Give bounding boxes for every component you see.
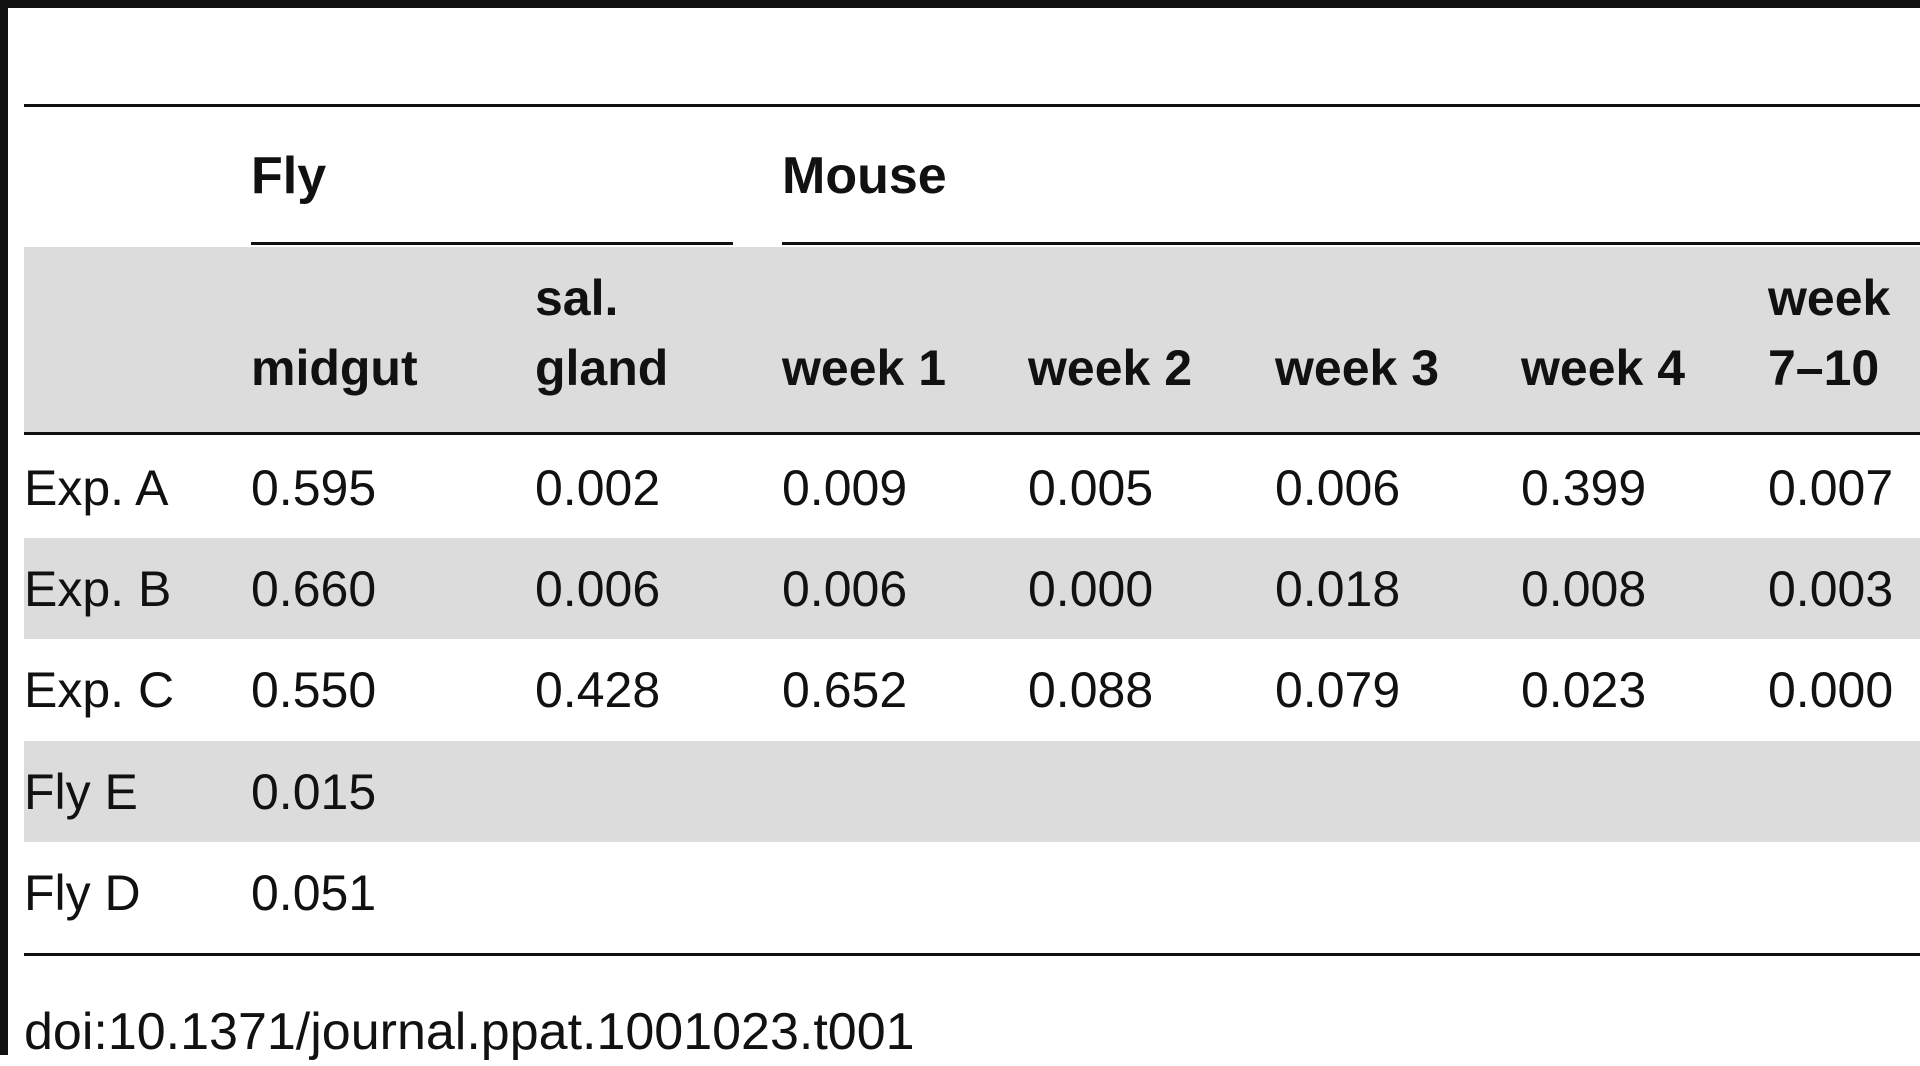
row-label-fly-e: Fly E [24, 764, 138, 820]
cell-fly-d-midgut: 0.051 [251, 865, 377, 921]
row-label-fly-d: Fly D [24, 865, 141, 921]
cell-exp-c-sal-gland: 0.428 [535, 662, 661, 718]
cell-exp-c-week-7-10: 0.000 [1768, 662, 1894, 718]
cell-fly-e-midgut: 0.015 [251, 764, 377, 820]
table-bottom-rule [24, 953, 1920, 956]
group-underline-fly [251, 242, 733, 245]
cell-exp-c-week-3: 0.079 [1275, 662, 1401, 718]
table-top-rule [24, 104, 1920, 107]
cell-exp-b-week-3: 0.018 [1275, 561, 1401, 617]
row-label-exp-b: Exp. B [24, 561, 172, 617]
header-sal-gland-line1: sal. [535, 270, 619, 326]
cell-exp-a-midgut: 0.595 [251, 460, 377, 516]
group-label-mouse: Mouse [782, 147, 947, 205]
cell-exp-a-week-2: 0.005 [1028, 460, 1154, 516]
cell-exp-b-midgut: 0.660 [251, 561, 377, 617]
header-week-1: week 1 [782, 340, 947, 396]
cell-exp-b-sal-gland: 0.006 [535, 561, 661, 617]
cell-exp-b-week-4: 0.008 [1521, 561, 1647, 617]
cell-exp-a-sal-gland: 0.002 [535, 460, 661, 516]
cell-exp-c-midgut: 0.550 [251, 662, 377, 718]
row-label-exp-c: Exp. C [24, 662, 175, 718]
cell-exp-c-week-4: 0.023 [1521, 662, 1647, 718]
left-border [0, 0, 8, 1055]
header-sal-gland-line2: gland [535, 340, 669, 396]
cell-exp-a-week-7-10: 0.007 [1768, 460, 1894, 516]
cell-exp-a-week-3: 0.006 [1275, 460, 1401, 516]
cell-exp-c-week-2: 0.088 [1028, 662, 1154, 718]
header-midgut: midgut [251, 340, 418, 396]
header-week-4: week 4 [1521, 340, 1686, 396]
cell-exp-c-week-1: 0.652 [782, 662, 908, 718]
top-border [0, 0, 1920, 8]
cell-exp-b-week-7-10: 0.003 [1768, 561, 1894, 617]
row-label-exp-a: Exp. A [24, 460, 169, 516]
row-band-exp-b [24, 538, 1920, 639]
header-bottom-rule [24, 432, 1920, 435]
group-label-fly: Fly [251, 147, 327, 205]
header-week-3: week 3 [1275, 340, 1440, 396]
header-week-7-10-line2: 7–10 [1768, 340, 1880, 396]
header-week-7-10-line1: week [1768, 270, 1891, 326]
doi-link[interactable]: doi:10.1371/journal.ppat.1001023.t001 [24, 1003, 915, 1061]
cell-exp-b-week-2: 0.000 [1028, 561, 1154, 617]
cell-exp-a-week-1: 0.009 [782, 460, 908, 516]
row-band-fly-e [24, 741, 1920, 842]
cell-exp-b-week-1: 0.006 [782, 561, 908, 617]
header-band [24, 247, 1920, 433]
cell-exp-a-week-4: 0.399 [1521, 460, 1647, 516]
group-underline-mouse [782, 242, 1920, 245]
header-week-2: week 2 [1028, 340, 1193, 396]
